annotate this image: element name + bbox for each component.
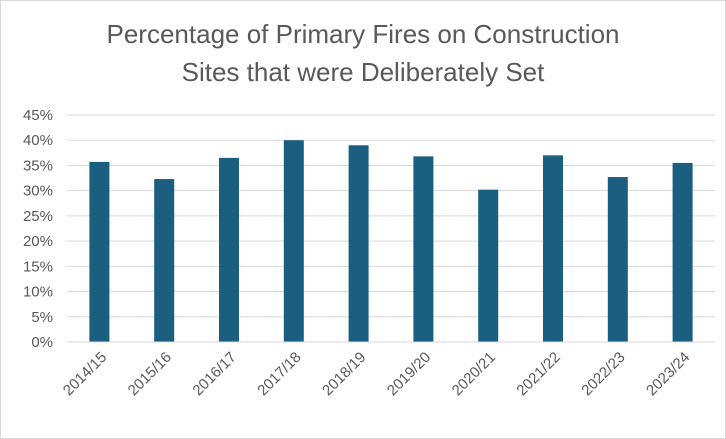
y-tick-label: 20% <box>23 233 53 250</box>
bar <box>672 162 693 342</box>
x-tick-label: 2022/23 <box>578 349 628 399</box>
x-tick-label: 2014/15 <box>60 349 110 399</box>
y-tick-label: 0% <box>31 334 53 351</box>
y-tick-label: 35% <box>23 157 53 174</box>
y-tick-label: 40% <box>23 132 53 149</box>
x-tick-label: 2018/19 <box>319 349 369 399</box>
y-tick-label: 45% <box>23 107 53 124</box>
chart-title: Percentage of Primary Fires on Construct… <box>1 15 725 91</box>
y-tick-label: 30% <box>23 183 53 200</box>
bar <box>283 140 304 342</box>
bar <box>478 189 499 342</box>
chart-title-line-1: Percentage of Primary Fires on Construct… <box>106 19 620 49</box>
bar <box>348 145 369 342</box>
y-tick-label: 10% <box>23 284 53 301</box>
bar <box>219 157 239 342</box>
chart-title-line-2: Sites that were Deliberately Set <box>181 57 545 87</box>
x-tick-label: 2021/22 <box>513 349 563 399</box>
y-tick-label: 5% <box>31 309 53 326</box>
bar <box>89 161 110 342</box>
y-tick-label: 25% <box>23 208 53 225</box>
bar <box>154 179 175 342</box>
x-tick-label: 2020/21 <box>449 349 499 399</box>
x-tick-label: 2016/17 <box>189 349 239 399</box>
x-tick-label: 2015/16 <box>125 349 175 399</box>
y-tick-label: 15% <box>23 258 53 275</box>
x-tick-label: 2017/18 <box>254 349 304 399</box>
x-tick-label: 2023/24 <box>643 349 693 399</box>
x-tick-label: 2019/20 <box>384 349 434 399</box>
bar <box>413 156 434 342</box>
bar <box>607 177 628 342</box>
bar <box>543 155 563 342</box>
